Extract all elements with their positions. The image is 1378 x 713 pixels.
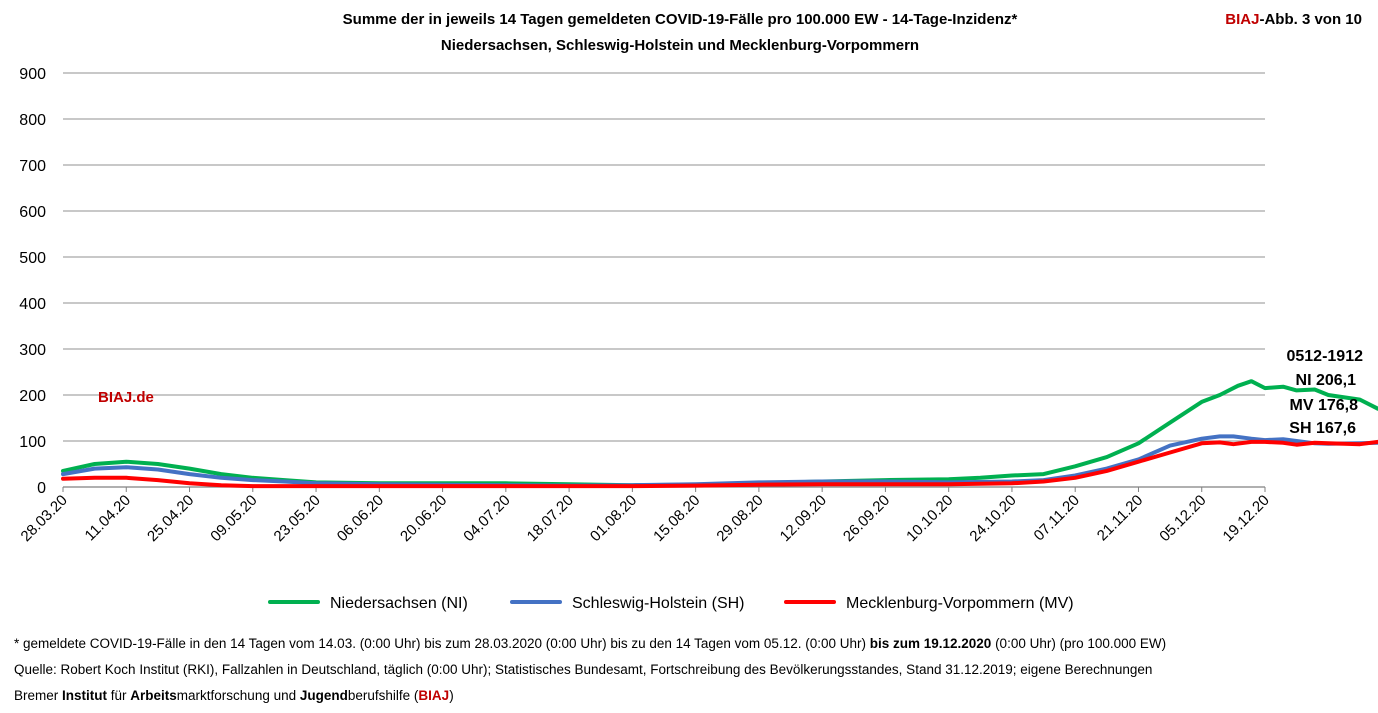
- y-tick-label: 400: [19, 296, 46, 313]
- x-tick-label: 25.04.20: [144, 492, 197, 545]
- y-tick-label: 800: [19, 112, 46, 129]
- y-tick-label: 700: [19, 158, 46, 175]
- series-line-ni: [61, 379, 1378, 488]
- figure-brand: BIAJ: [1225, 11, 1260, 28]
- x-tick-label: 20.06.20: [397, 492, 450, 545]
- publisher-part: BIAJ: [418, 688, 450, 703]
- publisher-part: Bremer: [14, 688, 63, 703]
- footnote-source: Quelle: Robert Koch Institut (RKI), Fall…: [14, 662, 1153, 677]
- x-tick-label: 06.06.20: [334, 492, 387, 545]
- figure-number: BIAJ-Abb. 3 von 10: [1225, 11, 1362, 28]
- legend-label: Schleswig-Holstein (SH): [572, 595, 745, 612]
- footnote-text-bold: bis zum 19.12.2020: [869, 636, 992, 651]
- publisher-part: Jugend: [299, 688, 348, 703]
- annotation-period: 0512-1912: [1286, 348, 1363, 365]
- chart-title: Summe der in jeweils 14 Tagen gemeldeten…: [342, 11, 1018, 28]
- x-tick-label: 26.09.20: [840, 492, 893, 545]
- footnote-text-b: (0:00 Uhr) (pro 100.000 EW): [991, 636, 1167, 651]
- x-tick-label: 24.10.20: [966, 492, 1019, 545]
- x-tick-label: 04.07.20: [460, 492, 513, 545]
- legend-label: Mecklenburg-Vorpommern (MV): [846, 595, 1074, 612]
- y-tick-label: 100: [19, 434, 46, 451]
- y-tick-label: 200: [19, 388, 46, 405]
- x-tick-label: 18.07.20: [524, 492, 577, 545]
- publisher-part: Arbeits: [130, 688, 177, 703]
- y-tick-label: 600: [19, 204, 46, 221]
- x-tick-label: 23.05.20: [271, 492, 324, 545]
- x-tick-label: 11.04.20: [82, 492, 135, 545]
- annotation-sh: SH 167,6: [1289, 420, 1356, 437]
- publisher-part: Institut: [62, 688, 108, 703]
- footnote-publisher: Bremer Institut für Arbeitsmarktforschun…: [14, 688, 454, 703]
- publisher-part: berufshilfe (: [347, 688, 419, 703]
- y-tick-label: 900: [19, 66, 46, 83]
- legend-label: Niedersachsen (NI): [330, 595, 468, 612]
- x-tick-label: 15.08.20: [650, 492, 703, 545]
- x-tick-label: 01.08.20: [587, 492, 640, 545]
- x-tick-label: 29.08.20: [713, 492, 766, 545]
- x-tick-label: 12.09.20: [777, 492, 830, 545]
- footnote-definition: * gemeldete COVID-19-Fälle in den 14 Tag…: [14, 636, 1166, 651]
- figure-label: -Abb. 3 von 10: [1259, 11, 1362, 28]
- y-tick-label: 500: [19, 250, 46, 267]
- y-tick-label: 0: [37, 480, 46, 497]
- annotation-mv: MV 176,8: [1290, 397, 1359, 414]
- footnote-text-a: * gemeldete COVID-19-Fälle in den 14 Tag…: [14, 636, 870, 651]
- publisher-part: marktforschung und: [176, 688, 300, 703]
- x-tick-label: 10.10.20: [903, 492, 956, 545]
- x-tick-label: 09.05.20: [207, 492, 260, 545]
- x-tick-label: 21.11.20: [1094, 492, 1147, 545]
- x-tick-label: 05.12.20: [1156, 492, 1209, 545]
- publisher-part: für: [107, 688, 131, 703]
- series-line-mv: [61, 439, 1378, 489]
- watermark: BIAJ.de: [98, 389, 154, 406]
- y-tick-label: 300: [19, 342, 46, 359]
- publisher-part: ): [449, 688, 454, 703]
- annotation-ni: NI 206,1: [1296, 372, 1357, 389]
- x-tick-label: 07.11.20: [1031, 492, 1084, 545]
- x-tick-label: 28.03.20: [18, 492, 71, 545]
- chart-subtitle: Niedersachsen, Schleswig-Holstein und Me…: [440, 37, 920, 54]
- x-tick-label: 19.12.20: [1220, 492, 1273, 545]
